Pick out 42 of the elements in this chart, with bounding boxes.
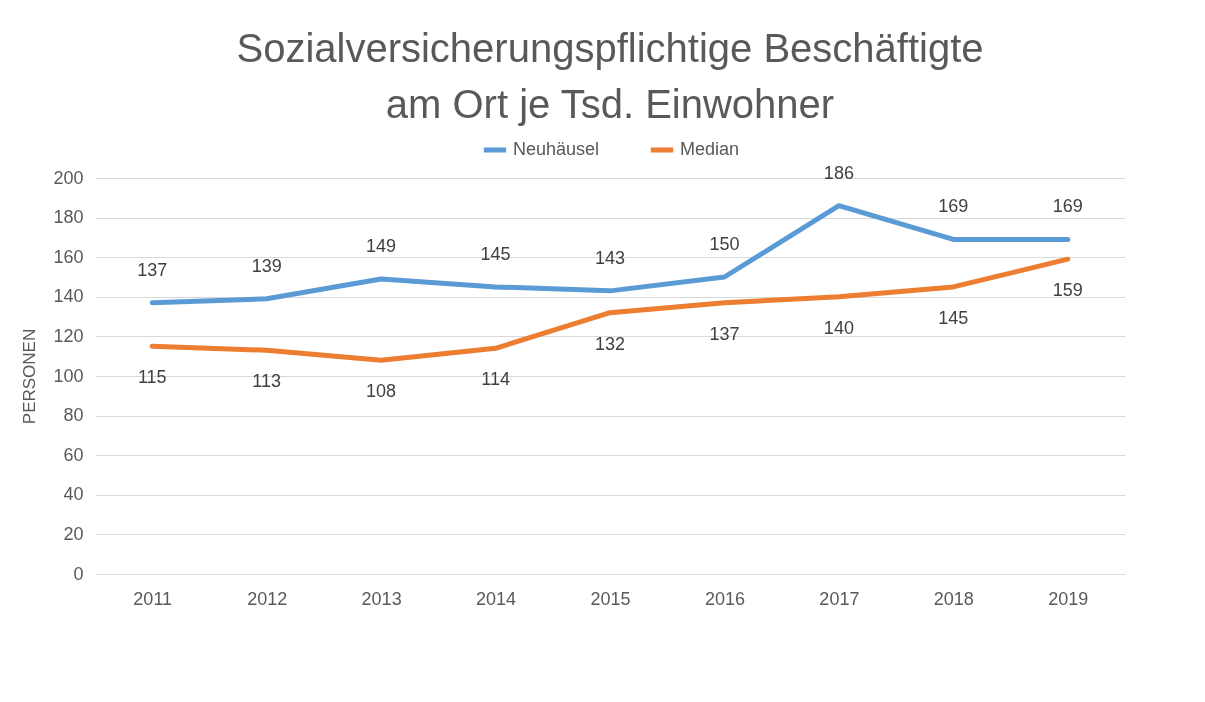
x-tick-label: 2019 [1048, 588, 1089, 609]
y-tick-label: 100 [53, 365, 84, 386]
legend-label: Median [680, 139, 740, 159]
x-tick-label: 2012 [247, 588, 288, 609]
data-label: 113 [252, 371, 282, 392]
data-label: 139 [251, 255, 282, 276]
y-tick-label: 120 [53, 325, 84, 346]
x-tick-label: 2013 [361, 588, 402, 609]
x-tick-label: 2011 [133, 588, 173, 609]
data-label: 186 [823, 162, 854, 183]
y-tick-label: 140 [53, 286, 84, 307]
y-tick-label: 160 [53, 246, 84, 267]
y-tick-label: 180 [53, 207, 84, 228]
y-tick-label: 60 [63, 444, 84, 465]
data-label: 169 [1052, 196, 1083, 217]
x-tick-label: 2018 [933, 588, 974, 609]
y-tick-label: 80 [63, 405, 84, 426]
x-tick-label: 2017 [819, 588, 860, 609]
y-tick-label: 200 [53, 167, 84, 188]
data-label: 114 [481, 369, 510, 390]
data-label: 145 [480, 243, 511, 264]
x-tick-label: 2016 [704, 588, 745, 609]
y-tick-label: 20 [63, 523, 84, 544]
data-label: 149 [366, 235, 397, 256]
data-label: 115 [137, 367, 167, 388]
data-label: 108 [366, 381, 397, 402]
data-label: 169 [938, 196, 969, 217]
y-axis-title: PERSONEN [20, 328, 40, 425]
data-label: 145 [938, 307, 969, 328]
y-tick-label: 0 [73, 563, 84, 584]
data-label: 159 [1052, 280, 1083, 301]
data-label: 132 [594, 333, 626, 354]
data-label: 137 [137, 259, 168, 280]
y-tick-label: 40 [63, 484, 84, 505]
legend-label: Neuhäusel [513, 139, 600, 159]
data-label: 137 [709, 323, 740, 344]
chart-title: Sozialversicherungspflichtige Beschäftigte am Ort je Tsd. Einwohner [236, 26, 984, 126]
data-label: 143 [594, 247, 626, 268]
x-tick-label: 2014 [476, 588, 517, 609]
data-label: 150 [709, 234, 740, 254]
x-tick-label: 2015 [590, 588, 631, 609]
data-label: 140 [823, 317, 854, 338]
